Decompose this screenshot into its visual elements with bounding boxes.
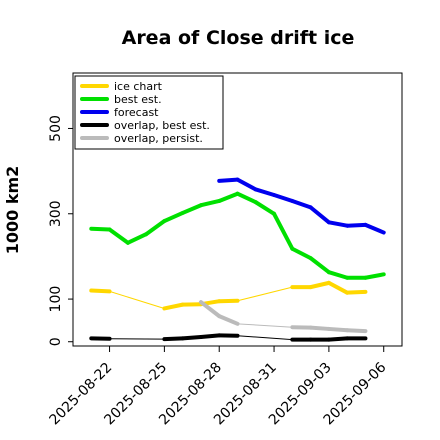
series-segment [345, 222, 368, 228]
y-axis-label: 1000 km2 [3, 166, 22, 255]
series-segment [326, 336, 350, 342]
series-segment [107, 227, 130, 245]
series-segment [217, 191, 240, 203]
series-segment [144, 219, 167, 237]
plot-area: 01003005002025-08-222025-08-252025-08-28… [47, 115, 390, 428]
series-segment [217, 177, 240, 183]
series-segment [180, 335, 203, 341]
series-segment [217, 314, 240, 326]
series-segment [89, 226, 112, 232]
series-segment [308, 205, 331, 225]
series-segment [235, 177, 258, 192]
series-segment [198, 198, 222, 208]
series-segment [326, 220, 350, 228]
y-tick-label: 500 [48, 115, 64, 142]
series-segment [272, 192, 295, 203]
series-segment [326, 280, 350, 295]
series-segment [109, 290, 165, 309]
series-segment [345, 289, 368, 295]
series-segment [363, 222, 386, 235]
series-segment [308, 325, 331, 331]
series-segment [290, 246, 313, 261]
series-segment [237, 323, 293, 328]
y-tick-label: 300 [48, 200, 64, 227]
series-segment [162, 302, 185, 311]
chart-title: Area of Close drift ice [122, 27, 355, 49]
legend-label: forecast [114, 106, 159, 119]
series-segment [162, 210, 185, 224]
series-segment [89, 288, 112, 294]
series-segment [125, 232, 149, 245]
series-segment [253, 200, 277, 216]
series-segment [308, 280, 331, 290]
series-segment [237, 286, 293, 302]
series-segment [235, 191, 258, 205]
legend-label: ice chart [114, 80, 163, 93]
series-segment [162, 336, 185, 342]
series-segment [272, 211, 295, 251]
legend-label: best est. [114, 93, 162, 106]
legend-label: overlap, best est. [114, 119, 210, 132]
series-segment [198, 300, 222, 319]
y-tick-label: 100 [48, 286, 64, 313]
series-segment [308, 256, 331, 275]
series-segment [253, 187, 277, 197]
series-segment [237, 335, 293, 341]
series-segment [290, 198, 313, 210]
series-segment [345, 328, 368, 334]
series-segment [326, 326, 350, 333]
series-segment [363, 272, 386, 280]
series-segment [198, 333, 222, 340]
legend-label: overlap, persist. [114, 132, 203, 145]
series-segment [326, 270, 350, 280]
series-segment [180, 203, 203, 215]
plot-frame [72, 72, 403, 347]
y-tick-label: 0 [48, 337, 64, 346]
